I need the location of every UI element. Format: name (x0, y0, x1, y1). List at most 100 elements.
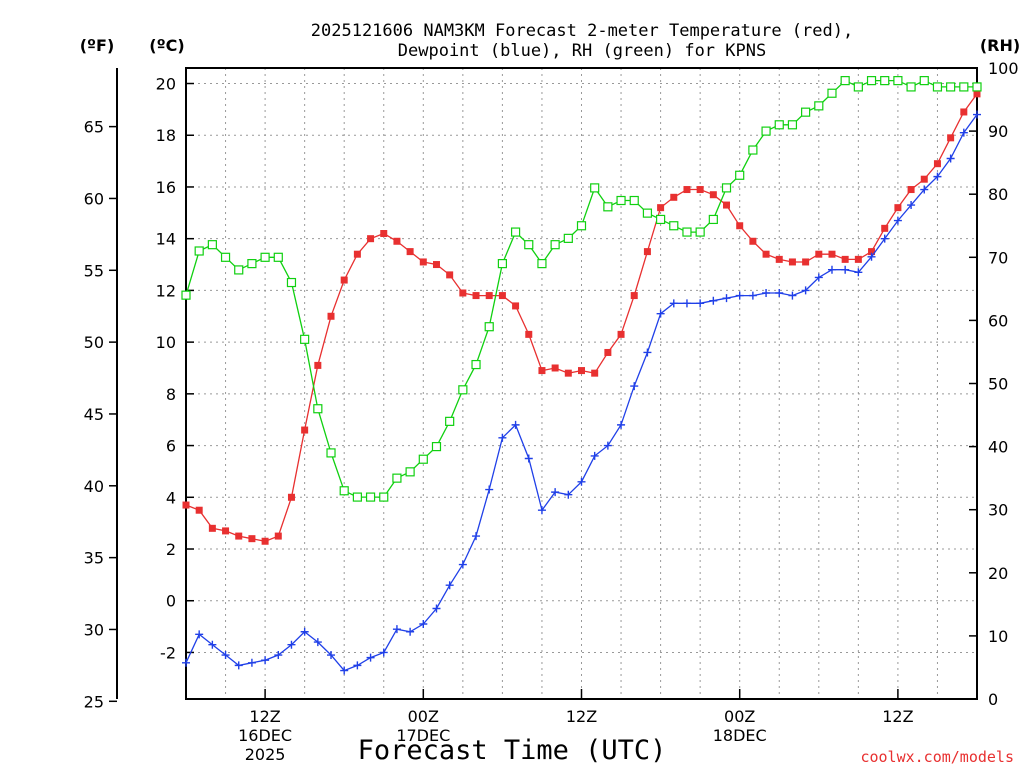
dewpoint-point (234, 661, 243, 670)
dewpoint-point (182, 658, 190, 667)
celsius-tick-label: 2 (166, 540, 176, 559)
x-tick-label: 00Z (408, 707, 439, 726)
2-meter-temperature-point (828, 250, 836, 258)
dewpoint-point (221, 651, 230, 660)
dewpoint-point (709, 296, 718, 305)
dewpoint-point (195, 630, 204, 639)
2-meter-temperature-point (274, 532, 282, 540)
fahrenheit-tick-label: 40 (84, 477, 104, 496)
2-meter-temperature-point (485, 292, 493, 300)
dewpoint-point (946, 154, 955, 163)
relative-humidity-point (234, 265, 244, 275)
2-meter-temperature-point (327, 312, 335, 320)
celsius-axis-ticks: -2 0 2 4 6 8 10 12 14 16 18 20 (156, 75, 194, 662)
2-meter-temperature-point (841, 255, 849, 263)
relative-humidity-point (880, 76, 890, 86)
dewpoint-point (392, 625, 401, 634)
relative-humidity-point (260, 252, 270, 262)
celsius-tick-label: 0 (166, 592, 176, 611)
relative-humidity-point (761, 126, 771, 136)
relative-humidity-point (497, 259, 507, 269)
2-meter-temperature-point (195, 506, 203, 514)
relative-humidity-point (906, 82, 916, 92)
x-axis-title: Forecast Time (UTC) (358, 735, 667, 766)
dewpoint-point (511, 420, 520, 429)
dewpoint-point (748, 291, 757, 300)
fahrenheit-tick-label: 35 (84, 549, 104, 568)
relative-humidity-point (972, 82, 982, 92)
dewpoint-point (907, 201, 916, 210)
x-tick-label: 12Z (249, 707, 280, 726)
relative-humidity-point (194, 246, 204, 256)
2-meter-temperature-point (287, 493, 295, 501)
2-meter-temperature-series (182, 90, 981, 545)
x-tick-label: 12Z (882, 707, 913, 726)
relative-humidity-point (392, 473, 402, 483)
dewpoint-point (300, 627, 309, 636)
dewpoint-point (643, 348, 652, 357)
relative-humidity-point (590, 183, 600, 193)
relative-humidity-point (866, 76, 877, 86)
dewpoint-point (682, 299, 691, 308)
rh-tick-label: 60 (988, 311, 1008, 330)
2-meter-temperature-point (235, 532, 243, 540)
dewpoint-point (933, 172, 942, 181)
relative-humidity-point (300, 334, 310, 344)
celsius-unit-label: (ºC) (149, 36, 184, 55)
dewpoint-point (854, 268, 863, 277)
2-meter-temperature-point (459, 289, 467, 297)
relative-humidity-point (563, 233, 573, 243)
dewpoint-point (630, 382, 639, 391)
celsius-tick-label: 18 (156, 126, 176, 145)
2-meter-temperature-point (525, 330, 533, 338)
celsius-tick-label: 20 (156, 75, 176, 94)
2-meter-temperature-point (512, 302, 520, 310)
2-meter-temperature-point (578, 367, 585, 375)
rh-tick-label: 0 (988, 690, 998, 709)
dewpoint-point (577, 477, 586, 486)
2-meter-temperature-point (762, 250, 770, 258)
celsius-tick-label: 8 (166, 385, 176, 404)
2-meter-temperature-point (815, 250, 823, 258)
relative-humidity-point (365, 492, 376, 502)
dewpoint-point (458, 560, 467, 569)
dewpoint-point (379, 648, 388, 657)
relative-humidity-point (629, 195, 639, 206)
dewpoint-point (867, 252, 876, 261)
relative-humidity-point (313, 404, 323, 414)
2-meter-temperature-point (657, 204, 665, 212)
relative-humidity-point (774, 120, 784, 130)
fahrenheit-tick-label: 50 (84, 333, 104, 352)
dewpoint-point (485, 485, 494, 494)
relative-humidity-point (840, 76, 850, 86)
rh-tick-label: 90 (988, 122, 1008, 141)
2-meter-temperature-point (920, 175, 928, 183)
dewpoint-point (261, 656, 270, 665)
dewpoint-point (656, 309, 665, 318)
dewpoint-point (827, 265, 836, 274)
dewpoint-point (735, 291, 744, 300)
dewpoint-point (841, 265, 850, 274)
dewpoint-point (920, 185, 929, 194)
dewpoint-point (498, 433, 507, 442)
2-meter-temperature-point (947, 134, 955, 142)
dewpoint-point (287, 640, 296, 649)
celsius-tick-label: 12 (156, 281, 176, 300)
2-meter-temperature-point (314, 361, 322, 369)
relative-humidity-point (682, 227, 692, 237)
dewpoint-point (445, 581, 454, 590)
relative-humidity-point (445, 416, 455, 426)
2-meter-temperature-point (564, 369, 572, 377)
rh-tick-label: 40 (988, 438, 1008, 457)
relative-humidity-point (339, 486, 349, 496)
2-meter-temperature-point (208, 524, 216, 532)
credit-text: coolwx.com/models (860, 748, 1014, 766)
2-meter-temperature-point (933, 160, 941, 168)
relative-humidity-point (247, 259, 257, 269)
2-meter-temperature-point (432, 261, 440, 269)
x-tick-year-label: 2025 (245, 745, 286, 764)
relative-humidity-point (471, 359, 481, 370)
2-meter-temperature-point (973, 90, 981, 98)
dewpoint-point (893, 216, 902, 225)
dewpoint-point (551, 488, 560, 497)
